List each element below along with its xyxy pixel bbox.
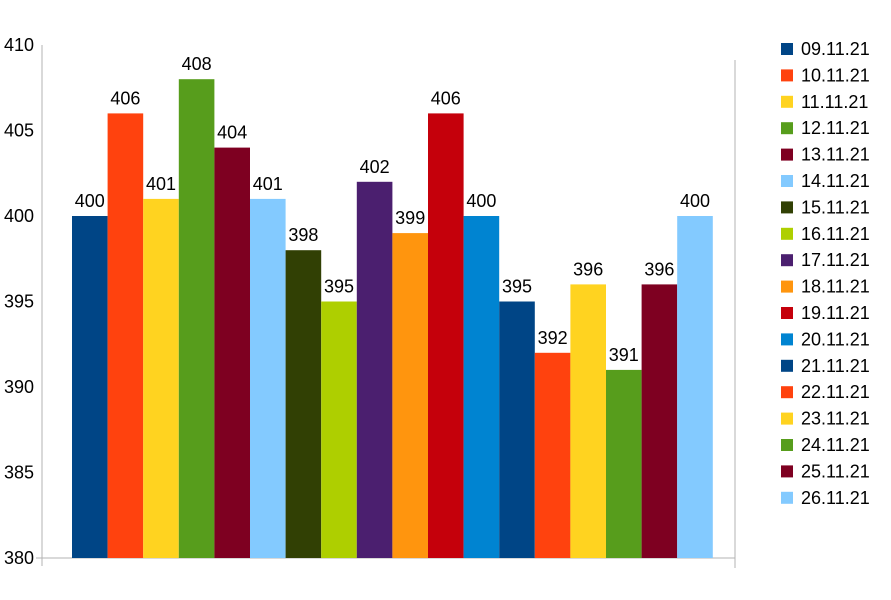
data-label: 400 [466,191,496,211]
legend-label: 18.11.21 [801,277,870,297]
data-label: 401 [146,174,176,194]
legend-swatch [781,254,793,267]
data-label: 402 [360,157,390,177]
data-label: 408 [182,54,212,74]
y-tick-label: 385 [4,463,34,483]
legend-label: 19.11.21 [801,303,870,323]
bar [356,181,393,559]
bar [677,216,713,558]
legend-label: 14.11.21 [801,171,870,191]
bar [534,352,571,558]
bar [499,301,535,558]
bar [250,198,286,558]
bar [428,113,464,559]
data-label: 396 [573,259,603,279]
data-label: 400 [75,191,105,211]
bar [570,284,606,558]
y-tick-label: 380 [4,548,34,568]
bars-group [72,79,713,559]
legend-swatch [781,307,793,319]
legend-label: 15.11.21 [801,197,870,217]
bar [321,301,357,558]
legend-swatch [781,122,793,135]
y-tick-label: 405 [4,121,34,141]
bar [214,147,250,558]
legend-label: 25.11.21 [801,461,870,481]
legend-label: 17.11.21 [801,250,870,270]
legend-label: 22.11.21 [801,382,870,402]
legend-swatch [781,386,793,399]
y-tick-label: 410 [4,35,34,55]
data-labels: 400 406 401 408 404 401 398 395 402 399 406 400 395 3… [75,54,710,365]
data-label: 395 [324,277,354,297]
bar [392,233,428,558]
data-label: 406 [110,88,140,108]
legend-swatch [781,201,793,214]
legend-swatch [781,439,793,451]
legend-swatch [781,227,793,240]
y-tick-label: 395 [4,292,34,312]
bar [72,216,108,558]
legend-label: 11.11.21 [801,92,868,112]
bar [107,113,144,559]
legend-label: 13.11.21 [801,145,870,165]
data-label: 391 [609,345,639,365]
bar [143,198,179,558]
legend-swatch [781,95,793,108]
y-tick-label: 400 [4,206,34,226]
data-label: 399 [395,208,425,228]
bar [606,369,642,558]
legend-swatch [781,491,793,504]
data-label: 392 [538,328,568,348]
data-label: 406 [431,88,461,108]
legend-label: 10.11.21 [801,65,870,85]
legend-label: 09.11.21 [801,39,870,59]
legend-swatch [781,69,793,82]
legend-label: 12.11.21 [801,118,870,138]
data-label: 398 [288,225,318,245]
legend-swatch [781,359,793,372]
bar [178,79,215,558]
data-label: 396 [644,259,674,279]
legend-label: 16.11.21 [801,224,870,244]
legend-label: 21.11.21 [801,356,870,376]
legend-swatch [781,280,793,293]
legend-swatch [781,175,793,187]
legend-swatch [781,465,793,478]
y-tick-label: 390 [4,377,34,397]
bar [285,250,322,558]
y-tick-labels: 380 385 390 395 400 405 410 [4,35,34,568]
data-label: 395 [502,277,532,297]
legend: 09.11.21 10.11.21 11.11.21 12.11.21 13.11.21… [781,39,870,508]
legend-label: 20.11.21 [801,329,870,349]
legend-label: 23.11.21 [801,409,870,429]
legend-swatch [781,148,793,161]
legend-swatch [781,43,793,55]
legend-label: 24.11.21 [801,435,870,455]
legend-label: 26.11.21 [801,488,870,508]
bar [641,284,678,558]
legend-swatch [781,412,793,425]
data-label: 401 [253,174,283,194]
data-label: 400 [680,191,710,211]
legend-swatch [781,333,793,346]
bar [463,216,500,558]
data-label: 404 [217,123,247,143]
